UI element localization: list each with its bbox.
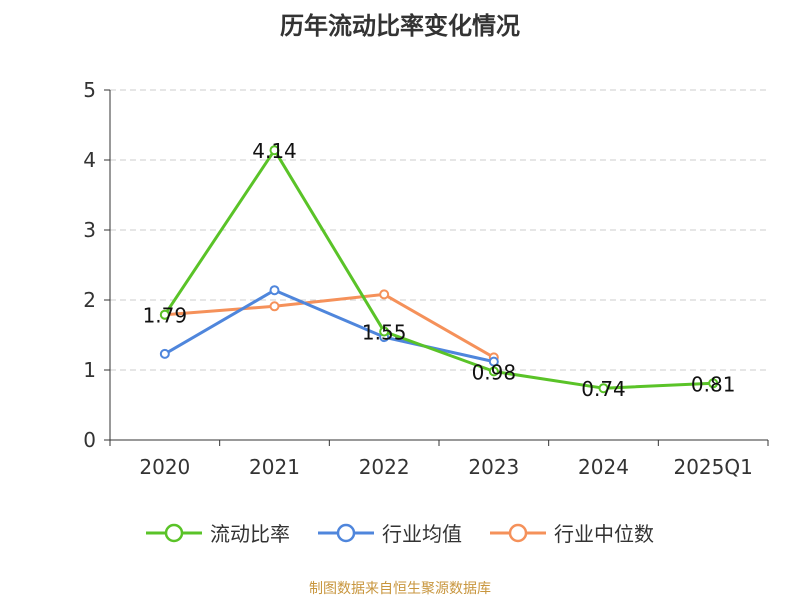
data-point[interactable] [269, 301, 280, 312]
y-tick-label: 3 [83, 218, 96, 242]
series-group [159, 145, 719, 394]
data-point[interactable] [269, 145, 280, 156]
data-point[interactable] [379, 289, 390, 300]
data-label: 4.14 [252, 139, 297, 163]
legend-line-icon [146, 523, 202, 542]
series-line [164, 288, 495, 364]
axes: 0 1 2 3 4 5 2020 2021 2022 2023 2024 2025Q1 [83, 78, 769, 479]
y-tick-label: 2 [83, 288, 96, 312]
legend: 流动比率 行业均值 行业中位数 [0, 518, 800, 547]
x-tick-label: 2021 [249, 455, 300, 479]
data-point[interactable] [488, 356, 499, 367]
x-tick-label: 2020 [139, 455, 190, 479]
x-tick-label: 2023 [468, 455, 519, 479]
data-label: 0.98 [472, 360, 517, 384]
y-tick-label: 1 [83, 358, 96, 382]
series-line [163, 148, 714, 390]
data-label: 0.74 [581, 377, 626, 401]
legend-item-current-ratio[interactable]: 流动比率 [146, 518, 290, 547]
legend-line-icon [490, 523, 546, 542]
y-tick-label: 4 [83, 148, 96, 172]
x-tick-label: 2022 [359, 455, 410, 479]
data-point[interactable] [598, 383, 609, 394]
data-point[interactable] [159, 309, 170, 320]
data-label: 0.81 [691, 372, 736, 396]
x-tick-label: 2025Q1 [673, 455, 752, 479]
legend-item-industry-mean[interactable]: 行业均值 [318, 518, 462, 547]
source-note: 制图数据来自恒生聚源数据库 [309, 581, 491, 597]
data-point[interactable] [708, 378, 719, 389]
legend-label: 行业中位数 [554, 522, 654, 546]
legend-item-industry-median[interactable]: 行业中位数 [490, 518, 654, 547]
y-tick-label: 5 [83, 78, 96, 102]
legend-label: 行业均值 [382, 522, 462, 546]
data-labels: 1.79 4.14 1.55 0.98 0.74 0.81 [143, 139, 736, 401]
data-label: 1.79 [143, 304, 188, 328]
y-tick-label: 0 [83, 428, 96, 452]
data-point[interactable] [269, 285, 280, 296]
data-label: 1.55 [362, 321, 407, 345]
chart-title: 历年流动比率变化情况 [280, 12, 520, 40]
legend-label: 流动比率 [210, 522, 290, 546]
data-point[interactable] [488, 366, 499, 377]
data-point[interactable] [159, 348, 170, 359]
data-point[interactable] [379, 326, 390, 337]
x-tick-label: 2024 [578, 455, 629, 479]
series-line [164, 292, 495, 359]
legend-line-icon [318, 523, 374, 542]
